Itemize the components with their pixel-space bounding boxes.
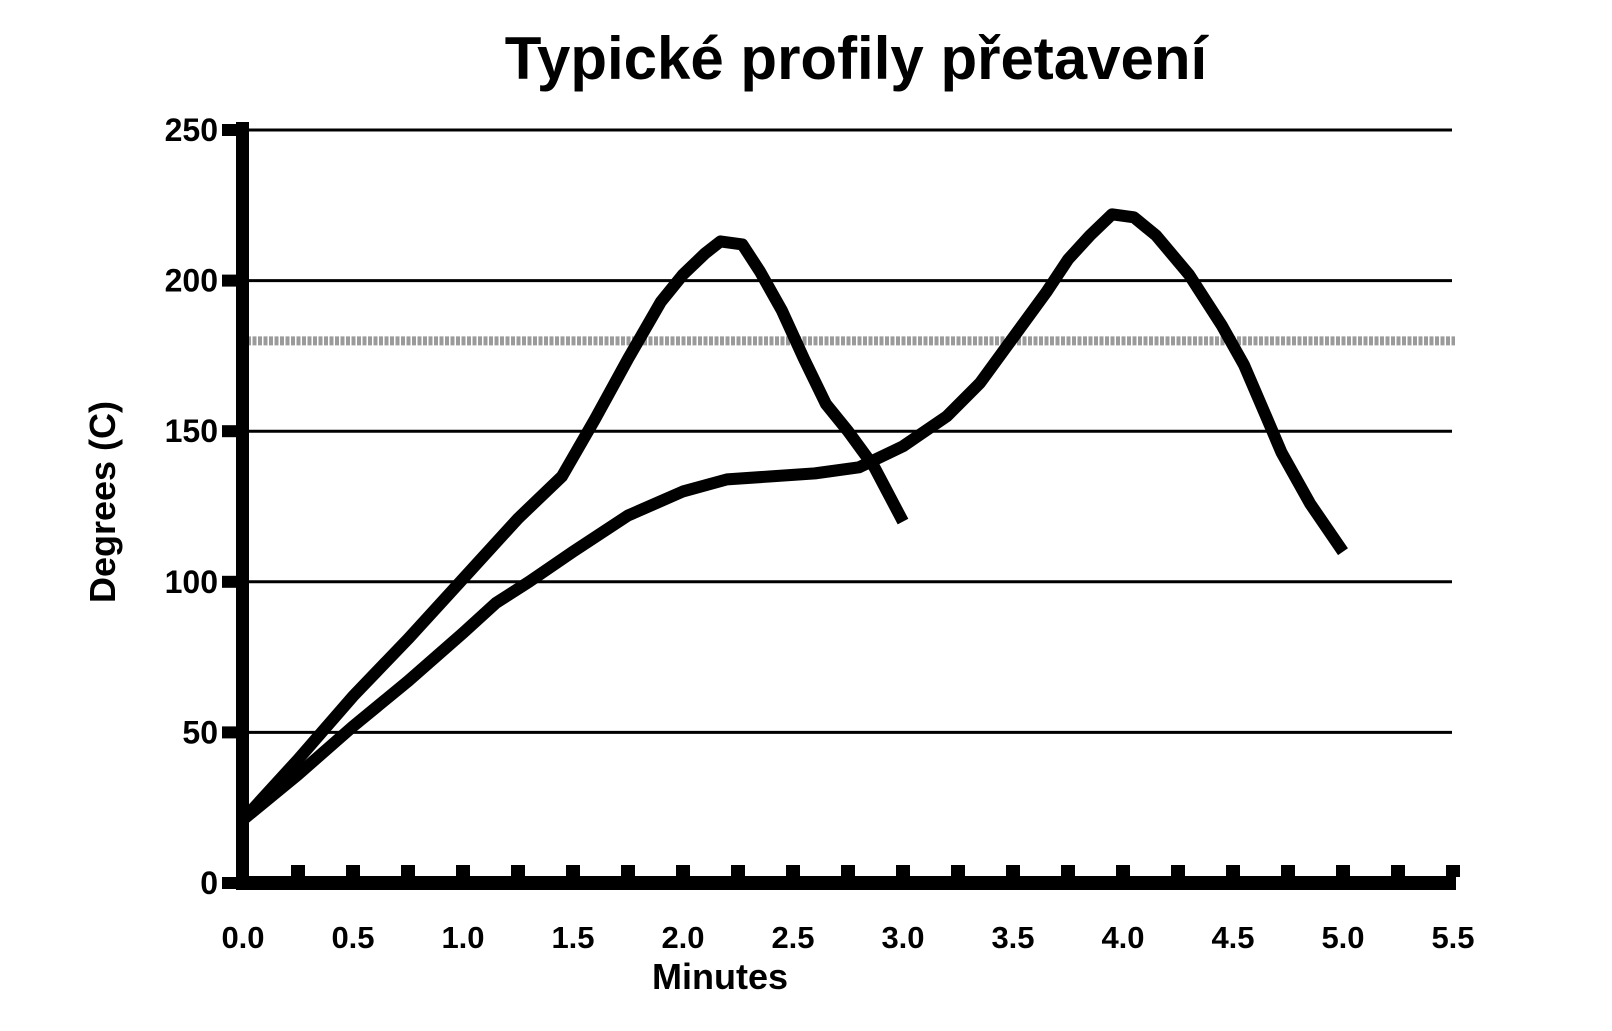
- x-tick-label: 1.0: [441, 920, 484, 955]
- x-tick: [951, 865, 965, 877]
- y-tick-label: 0: [200, 865, 218, 901]
- x-tick-label: 1.5: [551, 920, 594, 955]
- x-tick: [1281, 865, 1295, 877]
- x-tick-label: 5.0: [1321, 920, 1364, 955]
- y-tick-label: 150: [165, 413, 218, 449]
- y-tick: [222, 575, 237, 588]
- x-tick-label: 4.0: [1101, 920, 1144, 955]
- chart-title: Typické profily přetavení: [504, 25, 1208, 92]
- y-tick: [222, 726, 237, 739]
- x-tick: [511, 865, 525, 877]
- x-axis-label: Minutes: [651, 956, 789, 997]
- x-tick: [456, 865, 470, 877]
- x-tick: [676, 865, 690, 877]
- y-tick: [222, 425, 237, 438]
- x-tick: [1116, 865, 1130, 877]
- y-tick: [222, 124, 237, 136]
- x-tick-label: 0.0: [221, 920, 264, 955]
- x-tick: [1171, 865, 1185, 877]
- x-tick: [896, 865, 910, 877]
- series-path-1: [238, 235, 909, 824]
- y-axis-line: [236, 122, 249, 890]
- x-tick: [731, 865, 745, 877]
- x-tick-label: 2.5: [771, 920, 814, 955]
- y-tick-label: 200: [165, 263, 218, 299]
- x-tick: [566, 865, 580, 877]
- x-tick-label: 0.5: [331, 920, 374, 955]
- x-tick-label: 3.0: [881, 920, 924, 955]
- x-axis-line: [236, 876, 1456, 890]
- series-path-2: [239, 208, 1348, 825]
- x-tick: [1226, 865, 1240, 877]
- x-tick: [1446, 865, 1460, 877]
- x-tick: [1336, 865, 1350, 877]
- x-tick: [1006, 865, 1020, 877]
- x-tick: [1061, 865, 1075, 877]
- x-tick: [1391, 865, 1405, 877]
- x-tick: [401, 865, 415, 877]
- x-tick: [621, 865, 635, 877]
- x-tick: [346, 865, 360, 877]
- x-tick: [291, 865, 305, 877]
- y-tick: [222, 877, 237, 889]
- x-tick-label: 4.5: [1211, 920, 1254, 955]
- x-tick: [786, 865, 800, 877]
- x-tick-label: 5.5: [1431, 920, 1474, 955]
- y-tick-label: 250: [165, 112, 218, 148]
- x-tick-label: 3.5: [991, 920, 1034, 955]
- x-tick-label: 2.0: [661, 920, 704, 955]
- y-tick-label: 50: [182, 714, 218, 750]
- x-tick: [841, 865, 855, 877]
- y-tick: [222, 274, 237, 287]
- y-tick-label: 100: [165, 564, 218, 600]
